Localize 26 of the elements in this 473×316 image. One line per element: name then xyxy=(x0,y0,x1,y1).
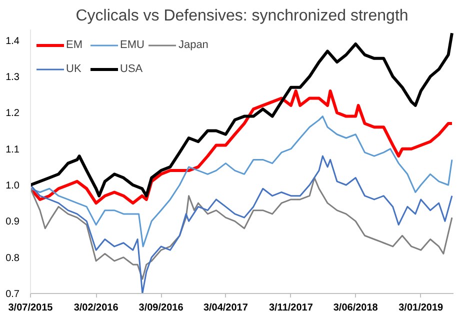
y-tick-label: 1.1 xyxy=(6,144,20,156)
y-tick-label: 1.2 xyxy=(6,108,20,120)
x-tick-label: 3/09/2016 xyxy=(138,302,184,314)
legend-label: EMU xyxy=(120,39,144,51)
y-tick-label: 1.4 xyxy=(6,36,20,47)
line-series xyxy=(30,116,453,248)
x-tick-label: 3/04/2017 xyxy=(203,302,248,314)
legend-label: Japan xyxy=(178,39,208,51)
legend-label: EM xyxy=(66,39,84,51)
y-tick-label: 1.0 xyxy=(6,180,20,192)
line-series xyxy=(30,155,453,294)
y-tick-label: 1.3 xyxy=(6,72,20,84)
y-tick-label: 0.8 xyxy=(6,252,20,264)
x-tick-label: 3/01/2019 xyxy=(398,302,444,314)
line-series xyxy=(30,32,454,198)
x-tick-label: 3/02/2016 xyxy=(74,302,119,314)
line-series xyxy=(30,177,453,280)
legend-label: UK xyxy=(66,63,82,75)
y-tick-label: 0.7 xyxy=(6,289,20,300)
x-tick-label: 3/06/2018 xyxy=(333,302,378,314)
line-series xyxy=(30,89,454,205)
x-tick-label: 3/11/2017 xyxy=(268,302,314,314)
y-tick-label: 0.9 xyxy=(6,216,20,228)
x-tick-label: 3/07/2015 xyxy=(8,302,54,314)
chart-title: Cyclicals vs Defensives: synchronized strength xyxy=(76,8,408,24)
legend-label: USA xyxy=(120,63,143,75)
